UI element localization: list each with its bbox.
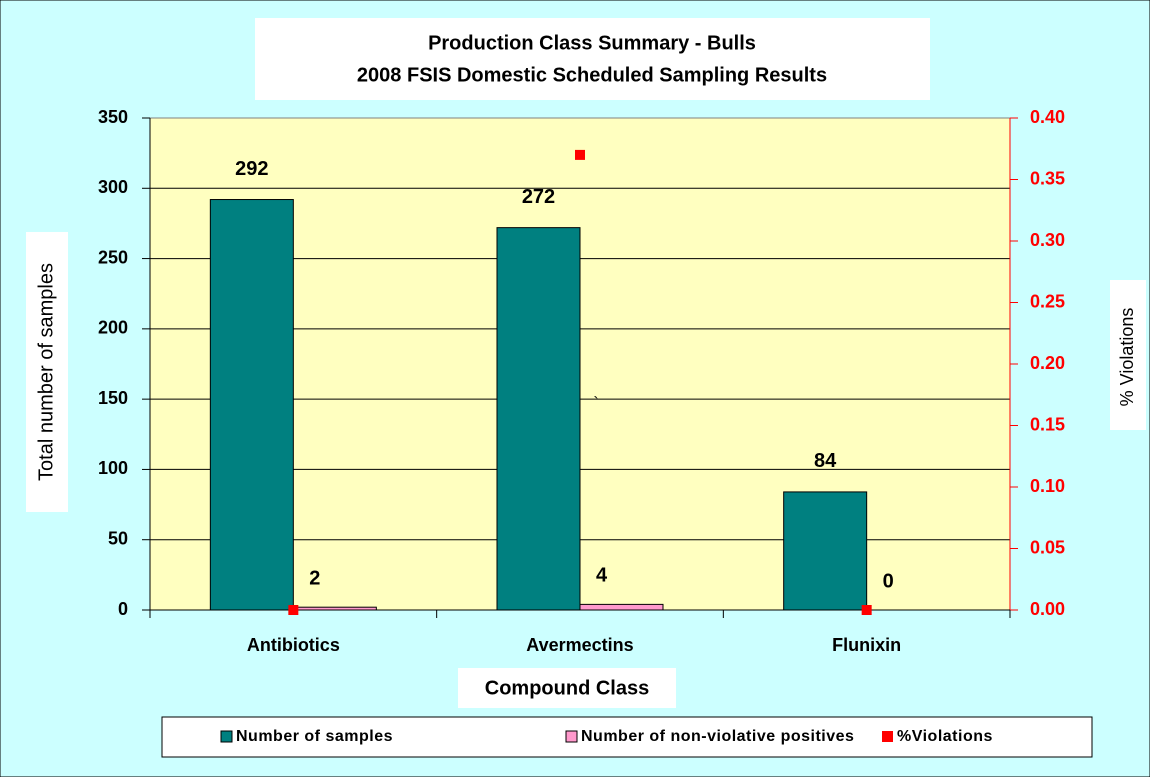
chart-subtitle: 2008 FSIS Domestic Scheduled Sampling Re… bbox=[357, 64, 827, 86]
y-tick-label: 300 bbox=[98, 177, 128, 197]
bar bbox=[579, 603, 664, 611]
y2-tick-label: 0.05 bbox=[1030, 537, 1065, 557]
data-label: 292 bbox=[235, 158, 268, 180]
marker bbox=[288, 605, 299, 615]
y2-tick-label: 0.40 bbox=[1030, 107, 1065, 127]
y2-tick-label: 0.10 bbox=[1030, 476, 1065, 496]
bar bbox=[783, 491, 868, 611]
bar bbox=[209, 199, 294, 611]
y-label-box bbox=[26, 232, 68, 512]
y2-tick-label: 0.00 bbox=[1030, 599, 1065, 619]
y-tick-label: 350 bbox=[98, 107, 128, 127]
chart-title: Production Class Summary - Bulls bbox=[428, 32, 756, 54]
y-tick-label: 50 bbox=[108, 528, 128, 548]
bar bbox=[292, 606, 377, 611]
legend-label: Number of samples bbox=[236, 728, 393, 745]
data-label: 272 bbox=[522, 186, 555, 208]
legend bbox=[161, 716, 1093, 758]
y-axis-label: Total number of samples bbox=[35, 263, 57, 481]
y-tick-label: 200 bbox=[98, 318, 128, 338]
y2-axis-label: % Violations bbox=[1117, 308, 1137, 407]
marker bbox=[575, 149, 585, 160]
y-tick-label: 100 bbox=[98, 458, 128, 478]
marker bbox=[861, 605, 872, 615]
y2-tick-label: 0.25 bbox=[1030, 291, 1065, 311]
legend-swatch bbox=[565, 730, 578, 743]
legend-swatch bbox=[220, 730, 233, 743]
title-box bbox=[255, 18, 930, 100]
y2-tick-label: 0.30 bbox=[1030, 230, 1065, 250]
legend-swatch bbox=[882, 731, 893, 742]
data-label: 2 bbox=[309, 567, 320, 589]
legend-label: %Violations bbox=[897, 728, 993, 745]
data-label: 4 bbox=[596, 565, 608, 587]
x-label-box bbox=[458, 668, 676, 708]
y-tick-label: 150 bbox=[98, 388, 128, 408]
y2-tick-label: 0.15 bbox=[1030, 414, 1065, 434]
data-label: 84 bbox=[814, 450, 837, 472]
annotation: ` bbox=[593, 395, 598, 412]
data-label: 0 bbox=[883, 570, 894, 592]
x-tick-label: Avermectins bbox=[526, 635, 633, 655]
x-tick-label: Antibiotics bbox=[247, 635, 340, 655]
y-tick-label: 0 bbox=[118, 599, 128, 619]
y2-tick-label: 0.20 bbox=[1030, 353, 1065, 373]
x-axis-label: Compound Class bbox=[485, 677, 649, 699]
bar bbox=[496, 227, 581, 611]
y2-tick-label: 0.35 bbox=[1030, 168, 1065, 188]
x-tick-label: Flunixin bbox=[832, 635, 901, 655]
y-tick-label: 250 bbox=[98, 247, 128, 267]
legend-label: Number of non-violative positives bbox=[581, 728, 854, 745]
y2-label-box bbox=[1110, 280, 1146, 430]
